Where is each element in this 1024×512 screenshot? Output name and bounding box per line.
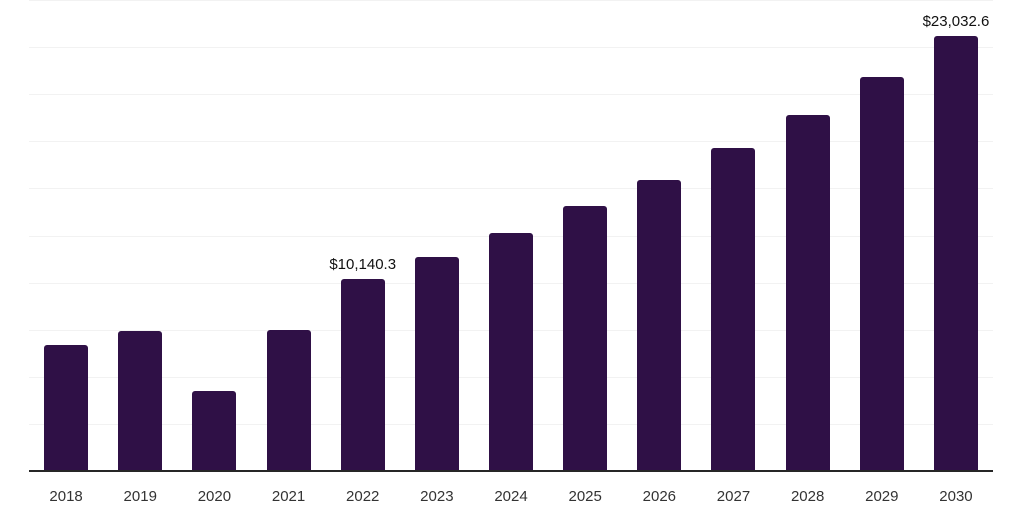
bar-2026	[637, 179, 682, 470]
bar-2019	[118, 331, 163, 470]
gridline	[29, 188, 993, 190]
x-tick-label-2019: 2019	[123, 487, 157, 505]
x-tick-label-2026: 2026	[642, 487, 677, 505]
bar-slot-2029	[845, 1, 919, 470]
x-tick-label-2018: 2018	[49, 487, 83, 505]
bar-slot-2020	[177, 1, 251, 470]
bar-2021	[266, 330, 311, 470]
bar-value-label-2022: $10,140.3	[329, 255, 397, 273]
bar-slot-2023	[400, 1, 474, 470]
bar-2023	[414, 256, 459, 470]
x-tick-label-2030: 2030	[939, 487, 973, 505]
x-axis-labels: 2018 2019 2020 2021 2022 2023 2024 2025 2026 2027…	[29, 474, 993, 512]
gridline	[29, 141, 993, 143]
bar-slot-2027	[696, 1, 770, 470]
bar-slot-2022: $10,140.3	[326, 1, 400, 470]
x-tick-label-2028: 2028	[790, 487, 825, 505]
bar-slot-2026	[622, 1, 696, 470]
bar-value-label-2030: $23,032.6	[922, 12, 990, 30]
x-tick-label-2027: 2027	[716, 487, 751, 505]
bar-slot-2024	[474, 1, 548, 470]
bars-row: $10,140.3 $23,032.6	[29, 1, 993, 470]
bar-slot-2030: $23,032.6	[919, 1, 993, 470]
bar-2020	[192, 390, 237, 470]
x-tick-label-2023: 2023	[420, 487, 454, 505]
bar-2027	[711, 148, 756, 470]
bar-slot-2021	[251, 1, 325, 470]
x-tick-label-2020: 2020	[197, 487, 232, 505]
gridline	[29, 0, 993, 1]
bar-2030	[933, 35, 978, 470]
x-tick-label-2029: 2029	[865, 487, 899, 505]
bar-2024	[489, 232, 534, 470]
x-tick-label-2025: 2025	[568, 487, 602, 505]
bar-2025	[563, 206, 608, 470]
bar-2022	[340, 278, 385, 470]
bar-slot-2018	[29, 1, 103, 470]
bar-slot-2019	[103, 1, 177, 470]
bar-slot-2028	[771, 1, 845, 470]
x-tick-label-2022: 2022	[346, 487, 380, 505]
gridline	[29, 47, 993, 49]
gridline	[29, 94, 993, 96]
bar-slot-2025	[548, 1, 622, 470]
x-tick-label-2024: 2024	[494, 487, 528, 505]
bar-2028	[785, 115, 830, 470]
x-axis-line	[29, 470, 993, 472]
bar-2029	[859, 77, 904, 470]
x-tick-label-2021: 2021	[271, 487, 306, 505]
plot-area: $10,140.3 $23,032.6	[29, 0, 993, 472]
bar-2018	[44, 345, 89, 470]
